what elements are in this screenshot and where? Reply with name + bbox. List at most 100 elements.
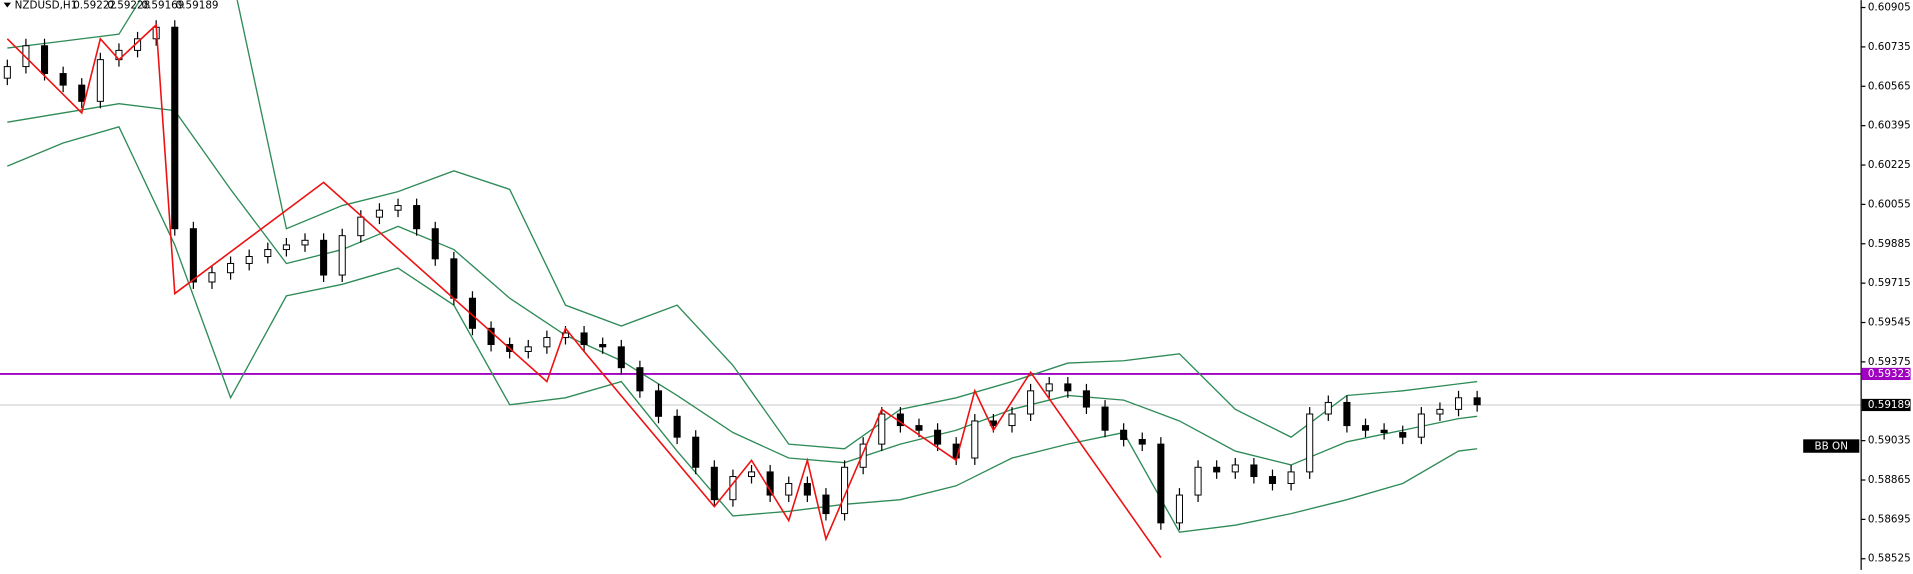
candle-body	[1138, 438, 1146, 445]
candle-body	[1045, 383, 1053, 392]
candle-body	[227, 262, 235, 274]
bollinger-band	[7, 102, 1478, 466]
candle-body	[1231, 464, 1239, 473]
y-tick-label: 0.58525	[1868, 553, 1911, 565]
candle-body	[1380, 429, 1388, 434]
candle-body	[1157, 443, 1165, 524]
candle-body	[1343, 401, 1351, 427]
candle-body	[1082, 390, 1090, 408]
candle-body	[301, 239, 309, 246]
candle-body	[189, 228, 197, 283]
candle-body	[915, 425, 923, 431]
quote-close: 0.59189	[176, 0, 219, 12]
y-tick-label: 0.59715	[1868, 277, 1911, 289]
candle-body	[1268, 476, 1277, 484]
symbol: NZDUSD,H1	[15, 0, 78, 12]
price-level-label: 0.59323	[1868, 368, 1911, 380]
candle-body	[338, 235, 346, 276]
price-level-label: 0.59189	[1868, 399, 1911, 411]
candle-body	[40, 45, 49, 75]
status-box	[1803, 439, 1860, 453]
y-tick-label: 0.60055	[1868, 198, 1911, 210]
candle-body	[171, 26, 179, 230]
candle-body	[692, 436, 700, 468]
candle-body	[859, 443, 867, 468]
plot-area	[0, 0, 1861, 559]
candle-body	[78, 84, 86, 102]
candle-body	[1008, 413, 1016, 427]
candle-body	[822, 494, 830, 515]
candle-body	[208, 272, 216, 283]
candle-body	[245, 256, 253, 264]
candle-body	[934, 429, 942, 445]
candle-body	[1399, 432, 1407, 438]
candle-body	[1473, 397, 1481, 406]
bollinger-band	[7, 126, 1478, 533]
candle-body	[431, 228, 439, 260]
candle-body	[1436, 408, 1444, 415]
quote-open: 0.59222	[73, 0, 116, 12]
candle-body	[1361, 425, 1370, 431]
y-tick-label: 0.59375	[1868, 356, 1911, 368]
quote-high: 0.59228	[107, 0, 150, 12]
candle-body	[878, 413, 886, 445]
candle-body	[599, 344, 607, 348]
candle-body	[413, 205, 421, 230]
candle-body	[320, 239, 328, 276]
candle-body	[1250, 464, 1258, 478]
y-tick-label: 0.58865	[1868, 474, 1911, 486]
candle-body	[580, 332, 588, 346]
candle-body	[1455, 397, 1463, 410]
zigzag-line	[6, 23, 1162, 559]
candle-body	[1287, 471, 1295, 484]
candle-body	[59, 73, 67, 86]
candle-body	[710, 466, 718, 501]
candle-body	[1064, 383, 1072, 392]
y-tick-label: 0.60565	[1868, 80, 1911, 92]
candle-body	[1101, 406, 1109, 431]
candle-body	[1213, 466, 1221, 473]
candle-body	[1306, 413, 1314, 473]
menu-triangle	[3, 2, 11, 8]
candle-body	[524, 346, 532, 352]
y-tick-label: 0.60225	[1868, 159, 1911, 171]
status-label: BB ON	[1815, 441, 1848, 453]
candle-body	[487, 327, 495, 346]
candle-body	[22, 45, 30, 68]
quote-low: 0.59169	[142, 0, 185, 12]
candle-body	[357, 216, 365, 237]
candle-body	[803, 482, 811, 496]
candle-body	[617, 346, 625, 369]
candle-body	[1194, 466, 1202, 496]
y-tick-label: 0.58695	[1868, 513, 1911, 525]
candle-body	[766, 471, 774, 496]
candle-body	[785, 482, 793, 496]
y-tick-label: 0.60735	[1868, 41, 1911, 53]
candle-body	[1417, 413, 1425, 438]
y-tick-label: 0.59035	[1868, 435, 1911, 447]
price-level-box	[1861, 398, 1911, 412]
candle-body	[450, 258, 458, 299]
candle-body	[971, 420, 979, 459]
candle-body	[543, 337, 551, 348]
candle-body	[282, 244, 290, 251]
candle-body	[3, 66, 11, 79]
candle-body	[654, 390, 663, 417]
candle-body	[1175, 494, 1183, 524]
candle-body	[1120, 429, 1128, 440]
candle-body	[1324, 401, 1332, 415]
price-level-box	[1861, 367, 1911, 381]
bollinger-band	[7, 0, 1478, 450]
candle-body	[1027, 390, 1035, 415]
candle-body	[636, 367, 644, 392]
candle-body	[747, 471, 756, 478]
y-tick-label: 0.60905	[1868, 2, 1911, 14]
candle-body	[375, 209, 383, 218]
candle-body	[673, 415, 681, 438]
candle-body	[394, 205, 402, 211]
y-tick-label: 0.59885	[1868, 238, 1911, 250]
candle-body	[96, 59, 104, 102]
candle-body	[264, 249, 272, 258]
y-tick-label: 0.59545	[1868, 317, 1911, 329]
